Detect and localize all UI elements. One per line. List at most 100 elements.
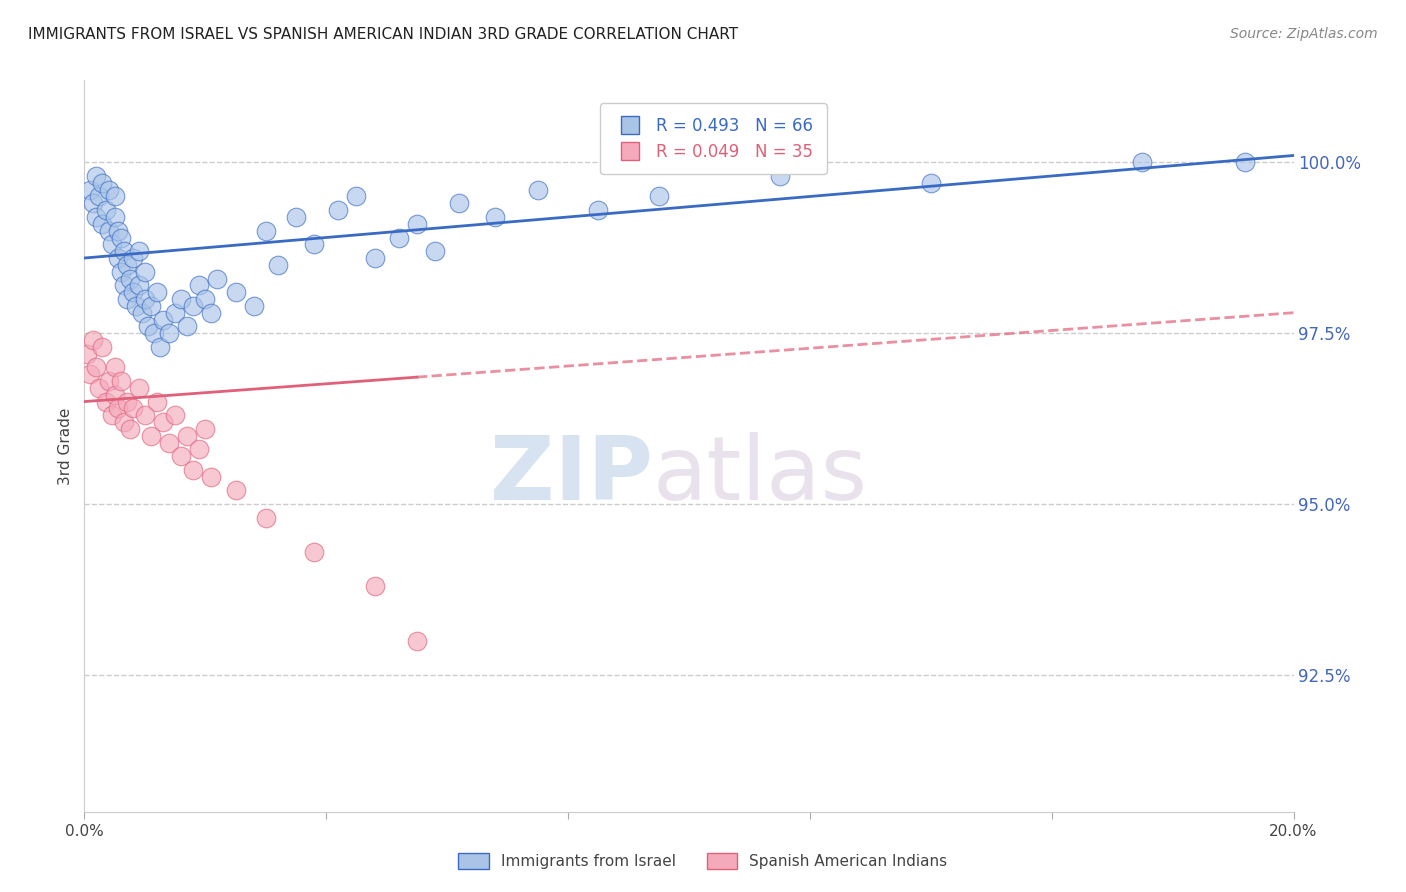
- Point: [104, 360, 127, 375]
- Point: [149, 340, 172, 354]
- Point: [94, 394, 117, 409]
- Point: [79, 368, 101, 382]
- Point: [91, 217, 114, 231]
- Point: [100, 409, 122, 423]
- Point: [86, 210, 108, 224]
- Point: [648, 189, 671, 203]
- Y-axis label: 3rd Grade: 3rd Grade: [58, 408, 73, 484]
- Point: [82, 333, 104, 347]
- Point: [76, 347, 98, 361]
- Point: [89, 189, 111, 203]
- Point: [89, 381, 111, 395]
- Point: [1132, 155, 1154, 169]
- Point: [86, 360, 108, 375]
- Point: [104, 388, 127, 402]
- Point: [142, 326, 165, 341]
- Point: [118, 271, 141, 285]
- Point: [588, 203, 610, 218]
- Point: [920, 176, 942, 190]
- Point: [194, 422, 217, 436]
- Point: [157, 326, 180, 341]
- Point: [527, 183, 550, 197]
- Point: [134, 292, 156, 306]
- Point: [170, 449, 193, 463]
- Text: ZIP: ZIP: [489, 432, 652, 519]
- Point: [104, 210, 127, 224]
- Point: [134, 265, 156, 279]
- Point: [181, 299, 204, 313]
- Point: [131, 306, 153, 320]
- Point: [107, 251, 129, 265]
- Point: [200, 306, 222, 320]
- Point: [194, 292, 217, 306]
- Point: [146, 394, 169, 409]
- Point: [388, 230, 411, 244]
- Point: [152, 312, 174, 326]
- Legend: R = 0.493   N = 66, R = 0.049   N = 35: R = 0.493 N = 66, R = 0.049 N = 35: [599, 103, 827, 174]
- Point: [128, 278, 150, 293]
- Text: atlas: atlas: [652, 432, 868, 519]
- Point: [302, 237, 325, 252]
- Point: [136, 319, 159, 334]
- Point: [139, 299, 162, 313]
- Point: [406, 217, 429, 231]
- Point: [363, 579, 385, 593]
- Point: [115, 292, 138, 306]
- Point: [328, 203, 350, 218]
- Point: [188, 278, 211, 293]
- Text: IMMIGRANTS FROM ISRAEL VS SPANISH AMERICAN INDIAN 3RD GRADE CORRELATION CHART: IMMIGRANTS FROM ISRAEL VS SPANISH AMERIC…: [28, 27, 738, 42]
- Point: [188, 442, 211, 457]
- Point: [449, 196, 471, 211]
- Point: [128, 244, 150, 259]
- Point: [267, 258, 290, 272]
- Point: [112, 278, 135, 293]
- Point: [107, 224, 129, 238]
- Point: [146, 285, 169, 300]
- Point: [1234, 155, 1257, 169]
- Point: [242, 299, 264, 313]
- Point: [302, 545, 325, 559]
- Point: [115, 258, 138, 272]
- Point: [363, 251, 385, 265]
- Point: [112, 415, 135, 429]
- Point: [406, 633, 429, 648]
- Point: [97, 183, 120, 197]
- Point: [115, 394, 138, 409]
- Text: Source: ZipAtlas.com: Source: ZipAtlas.com: [1230, 27, 1378, 41]
- Point: [112, 244, 135, 259]
- Point: [254, 224, 277, 238]
- Point: [285, 210, 308, 224]
- Point: [254, 510, 277, 524]
- Point: [97, 374, 120, 388]
- Point: [207, 271, 229, 285]
- Point: [86, 169, 108, 183]
- Point: [121, 285, 143, 300]
- Point: [107, 401, 129, 416]
- Point: [484, 210, 506, 224]
- Point: [225, 285, 247, 300]
- Point: [91, 340, 114, 354]
- Point: [110, 265, 132, 279]
- Point: [121, 401, 143, 416]
- Point: [346, 189, 368, 203]
- Point: [118, 422, 141, 436]
- Point: [225, 483, 247, 498]
- Point: [121, 251, 143, 265]
- Point: [423, 244, 446, 259]
- Point: [82, 196, 104, 211]
- Point: [104, 189, 127, 203]
- Point: [176, 319, 198, 334]
- Point: [110, 374, 132, 388]
- Point: [139, 429, 162, 443]
- Point: [100, 237, 122, 252]
- Point: [125, 299, 148, 313]
- Point: [110, 230, 132, 244]
- Point: [91, 176, 114, 190]
- Point: [128, 381, 150, 395]
- Point: [165, 306, 187, 320]
- Point: [176, 429, 198, 443]
- Point: [134, 409, 156, 423]
- Point: [157, 435, 180, 450]
- Point: [200, 469, 222, 483]
- Point: [769, 169, 792, 183]
